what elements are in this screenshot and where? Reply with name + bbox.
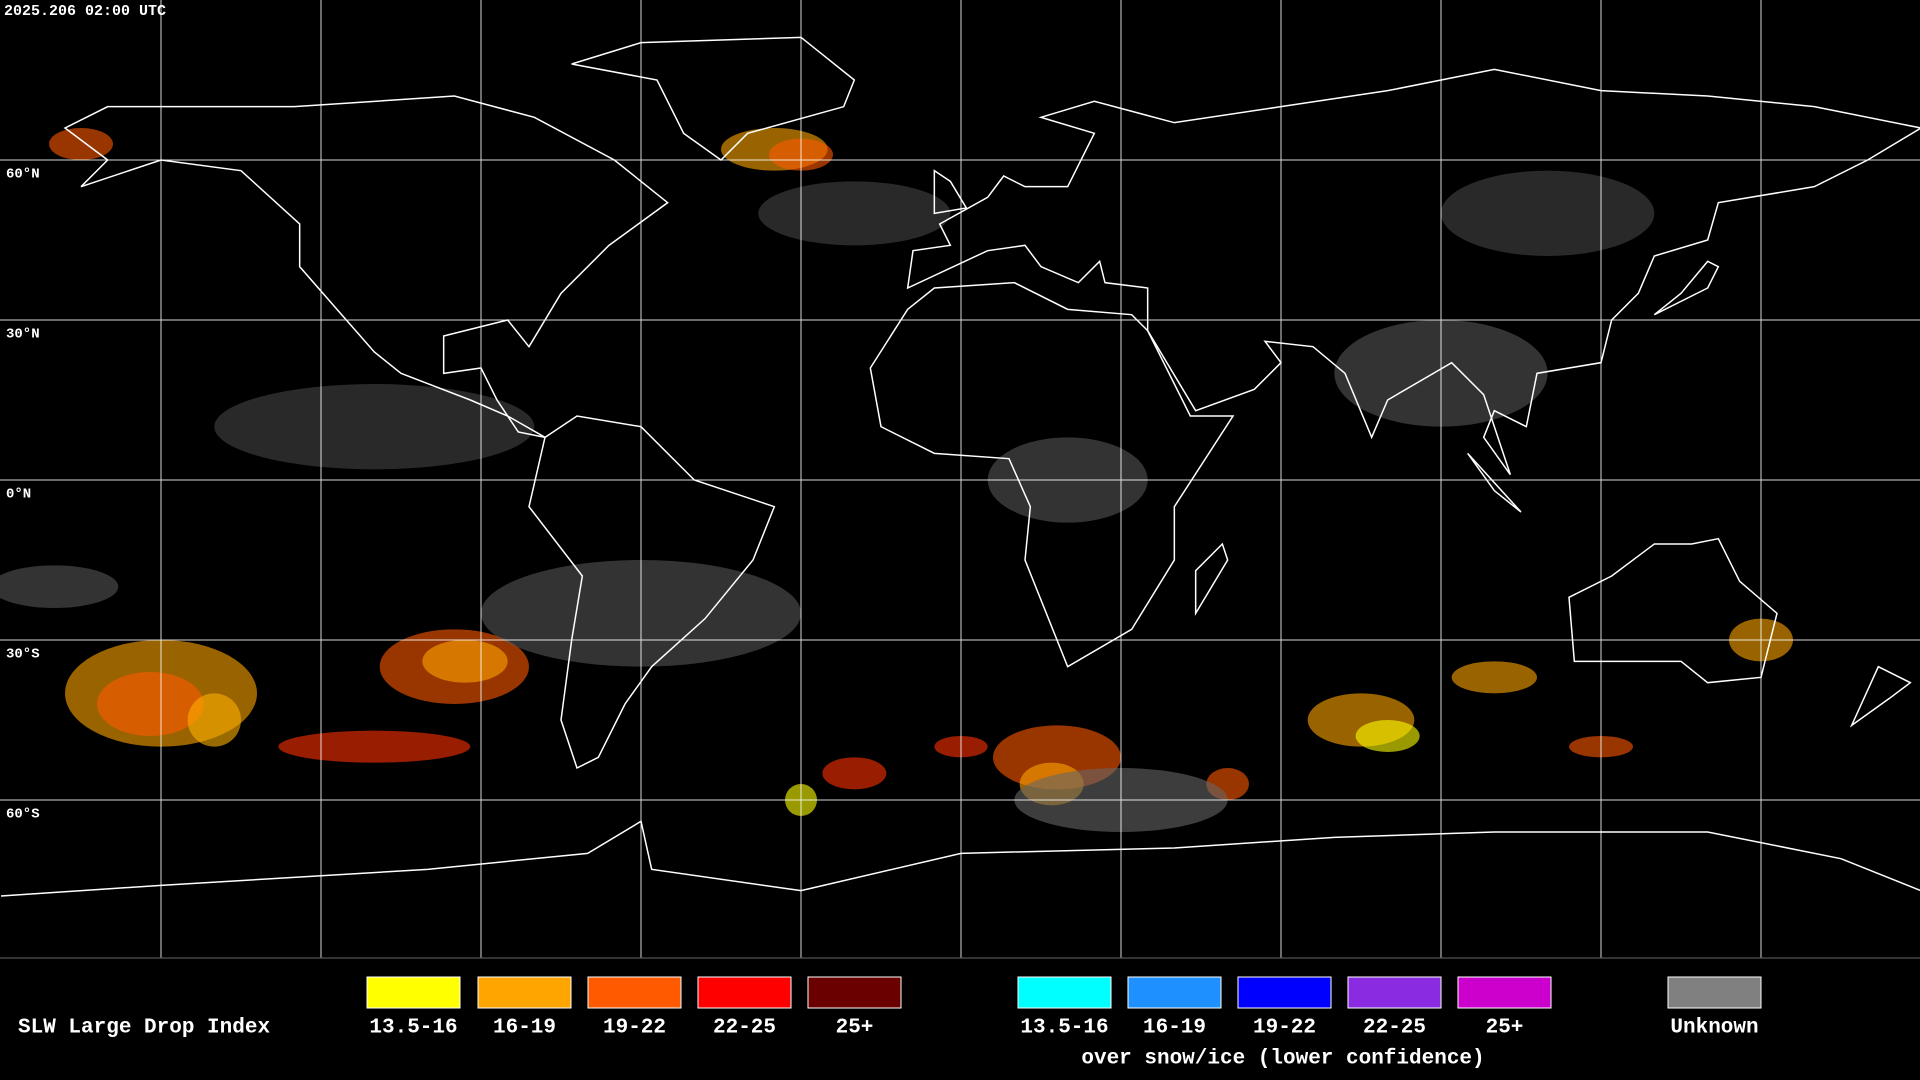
legend-swatch — [587, 976, 682, 1009]
coastline — [571, 36, 856, 161]
legend-label: 25+ — [836, 1017, 874, 1040]
latitude-label: 30°S — [6, 647, 40, 663]
legend-label: 16-19 — [493, 1017, 556, 1040]
legend-swatch — [1347, 976, 1442, 1009]
latitude-label: 0°N — [6, 487, 31, 503]
coastline — [933, 169, 968, 215]
coastline — [1568, 537, 1778, 684]
cloud-patch — [278, 730, 471, 763]
legend-label: 13.5-16 — [1020, 1017, 1108, 1040]
legend-swatch — [1237, 976, 1332, 1009]
legend-label: 22-25 — [713, 1017, 776, 1040]
legend-swatch — [366, 976, 461, 1009]
legend-label: 19-22 — [1253, 1017, 1316, 1040]
coastline — [1653, 260, 1720, 316]
cloud-patch — [187, 693, 241, 747]
coastline — [1194, 542, 1229, 617]
legend-swatch — [697, 976, 792, 1009]
legend-label: 22-25 — [1363, 1017, 1426, 1040]
legend-label: 16-19 — [1143, 1017, 1206, 1040]
coastline — [0, 820, 1920, 897]
legend: SLW Large Drop Index over snow/ice (lowe… — [18, 976, 1762, 1071]
legend-swatch — [807, 976, 902, 1009]
legend-swatch — [1017, 976, 1112, 1009]
coastline — [1467, 452, 1522, 513]
timestamp: 2025.206 02:00 UTC — [4, 3, 166, 20]
coastline — [63, 95, 669, 439]
legend-label: Unknown — [1670, 1017, 1758, 1040]
cloud-patch — [97, 672, 204, 736]
cloud-patch — [1355, 720, 1420, 752]
coastline — [528, 415, 776, 770]
cloud-patch — [822, 757, 887, 790]
graticule — [0, 0, 1920, 958]
cloud-patch — [214, 384, 535, 470]
snow-ice-caption: over snow/ice (lower confidence) — [1081, 1048, 1484, 1071]
cloud-patch — [758, 181, 951, 246]
latitude-label: 30°N — [6, 327, 40, 343]
latitude-label: 60°N — [6, 167, 40, 183]
legend-swatch — [1127, 976, 1222, 1009]
legend-label: 19-22 — [603, 1017, 666, 1040]
coastline — [1849, 665, 1912, 728]
cloud-patch — [1451, 661, 1538, 694]
legend-title: SLW Large Drop Index — [18, 1017, 270, 1040]
cloud-patch — [1441, 170, 1655, 256]
cloud-patch — [0, 565, 119, 608]
coastline — [869, 281, 1235, 668]
latitude-label: 60°S — [6, 807, 40, 823]
legend-label: 25+ — [1486, 1017, 1524, 1040]
cloud-patch — [49, 128, 113, 160]
legend-swatch — [477, 976, 572, 1009]
cloud-patch — [422, 640, 508, 683]
legend-swatch — [1667, 976, 1762, 1009]
legend-swatch — [1457, 976, 1552, 1009]
legend-label: 13.5-16 — [369, 1017, 457, 1040]
